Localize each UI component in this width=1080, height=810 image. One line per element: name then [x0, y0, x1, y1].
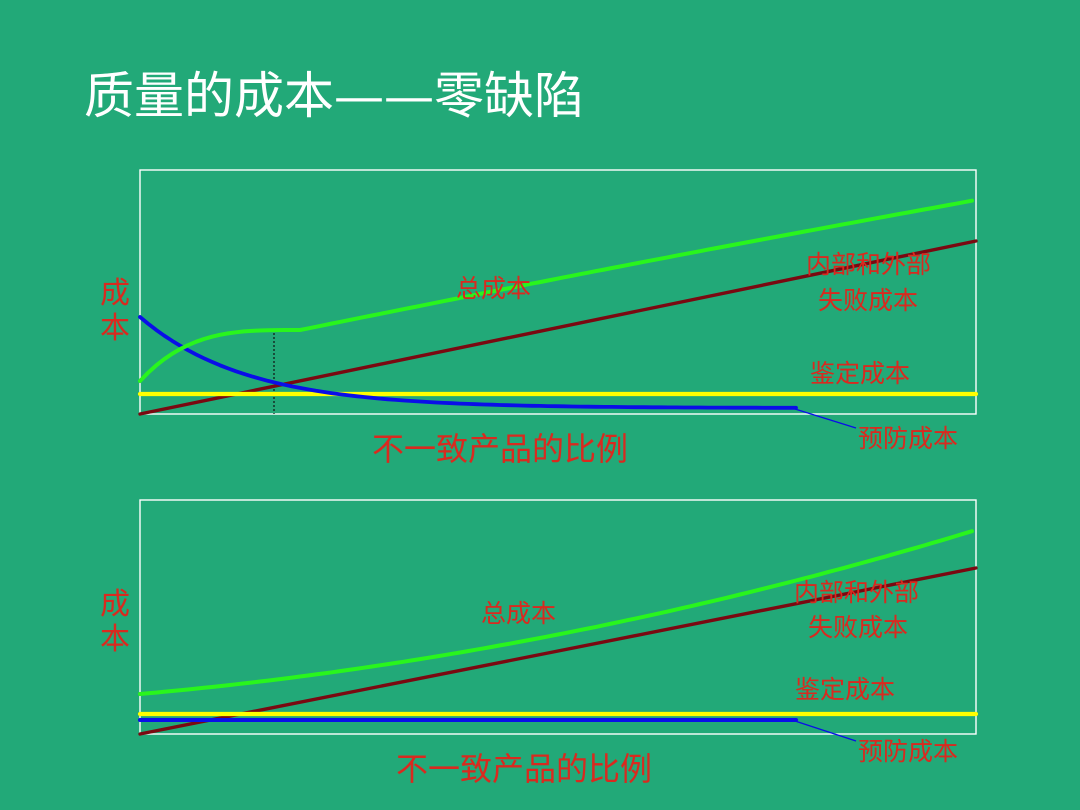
bottom-y-axis-label-1: 成: [100, 587, 130, 622]
bottom-failure-cost-label-line-1: 内部和外部: [794, 578, 919, 607]
top-y-axis-label-1: 成: [100, 276, 130, 311]
top-prevention-cost-curve: [138, 315, 798, 410]
bottom-appraisal-cost-label: 鉴定成本: [795, 675, 895, 704]
top-failure-cost-label-line-2: 失败成本: [818, 286, 918, 315]
top-total-cost-label: 总成本: [456, 274, 531, 303]
bottom-x-axis-label: 不一致产品的比例: [396, 750, 652, 788]
top-chart-frame: [139, 169, 977, 415]
top-y-axis-label-2: 本: [100, 311, 130, 346]
top-prevention-cost-label: 预防成本: [858, 424, 958, 453]
bottom-total-cost-label: 总成本: [481, 599, 556, 628]
top-prevention-label-leader: [794, 408, 857, 429]
bottom-failure-cost-label-line-2: 失败成本: [808, 613, 908, 642]
bottom-total-cost-curve: [138, 529, 974, 696]
bottom-y-axis-label-2: 本: [100, 622, 130, 657]
top-failure-cost-label-line-1: 内部和外部: [806, 250, 931, 279]
bottom-chart-frame: [139, 499, 977, 735]
bottom-failure-cost-line: [138, 566, 978, 736]
top-total-cost-curve: [138, 198, 974, 383]
bottom-y-axis-label-source: 成本: [0, 0, 2, 1]
bottom-prevention-label-leader: [794, 720, 857, 742]
bottom-prevention-cost-label: 预防成本: [858, 737, 958, 766]
top-cost-chart: 成 本 成本 总成本 内部和外部 失败成本 鉴定成本 预防成本 不一致产品的比例: [100, 169, 979, 468]
slide-title: 质量的成本——零缺陷: [84, 67, 584, 125]
top-x-axis-label: 不一致产品的比例: [372, 430, 628, 468]
top-appraisal-cost-label: 鉴定成本: [810, 359, 910, 388]
bottom-cost-chart: 成 本 成本 总成本 内部和外部 失败成本 鉴定成本 预防成本 不一致产品的比例: [0, 0, 979, 788]
